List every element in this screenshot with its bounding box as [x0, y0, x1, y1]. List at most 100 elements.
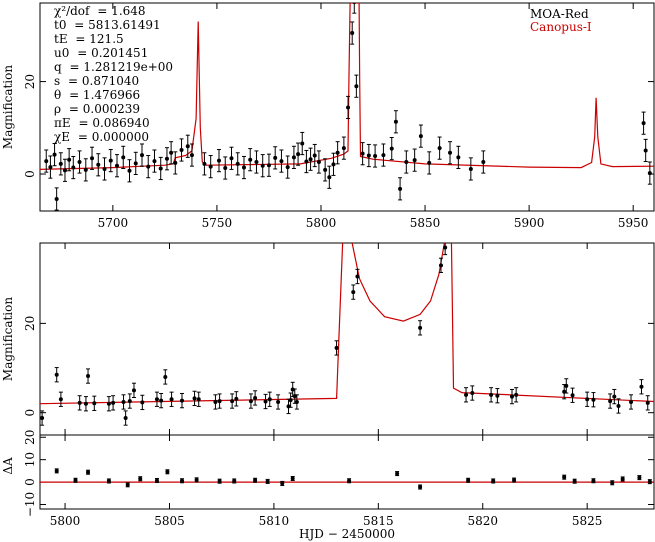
middle-data-point	[54, 367, 59, 383]
middle-data-point	[263, 393, 268, 410]
middle-data-point	[163, 369, 168, 385]
top-data-point	[223, 156, 228, 180]
top-data-point	[312, 143, 317, 168]
residual-x-tick-label: 5825	[572, 514, 603, 528]
top-data-point	[127, 159, 132, 183]
residual-x-tick-label: 5800	[50, 514, 81, 528]
middle-data-point	[355, 268, 360, 285]
top-data-point	[350, 21, 355, 45]
residual-data-point	[194, 477, 199, 483]
top-data-point	[121, 145, 126, 169]
residual-data-point	[106, 478, 111, 484]
residual-data-point	[253, 477, 258, 483]
residual-data-point	[610, 480, 615, 486]
top-data-point	[77, 150, 82, 174]
top-data-point	[254, 150, 259, 174]
middle-data-point	[645, 395, 650, 411]
param-chi2-value: = 1.648	[97, 4, 145, 18]
middle-data-point	[234, 391, 239, 407]
top-y-tick-label: 20	[23, 74, 37, 89]
param-s-name: s	[54, 74, 60, 88]
residual-data-point	[165, 469, 170, 475]
residual-data-point	[280, 480, 285, 486]
top-data-point	[216, 149, 221, 173]
top-data-point	[327, 165, 332, 189]
top-y-axis-label: Magnification	[1, 65, 15, 149]
top-x-tick-label: 5850	[410, 216, 441, 230]
residual-data-point	[637, 475, 642, 481]
middle-y-tick-label: 0	[23, 409, 37, 417]
residual-panel-ticks: −10 0 10 20 5800 5805 5810 5815 5820 5825	[23, 430, 654, 528]
param-pie: πE = 0.086940	[54, 116, 150, 130]
residual-data-point	[290, 475, 295, 482]
top-data-point	[248, 148, 253, 172]
param-s-value: = 0.871040	[68, 74, 139, 88]
middle-data-point	[292, 388, 297, 404]
middle-panel-frame	[39, 242, 655, 436]
residual-data-point	[180, 478, 185, 484]
param-te-name: tE	[54, 32, 68, 46]
top-data-point	[468, 157, 473, 181]
top-data-point	[341, 136, 346, 160]
residual-data-point	[562, 474, 567, 480]
top-data-point	[229, 146, 234, 170]
top-data-point	[393, 110, 398, 134]
top-data-point	[389, 137, 394, 161]
param-q-name: q	[54, 60, 62, 74]
residual-x-tick-label: 5820	[467, 514, 498, 528]
top-data-point	[158, 156, 163, 181]
top-data-point	[360, 142, 365, 166]
residual-data-point	[232, 478, 237, 484]
residual-panel-plot	[40, 468, 654, 490]
middle-data-point	[591, 392, 596, 408]
top-data-point	[373, 144, 378, 168]
residual-y-tick-label: 0	[23, 478, 37, 486]
middle-data-point	[570, 387, 575, 403]
middle-data-point	[616, 398, 621, 414]
top-data-point	[96, 153, 101, 177]
param-chie-value: = 0.000000	[78, 130, 149, 144]
residual-x-tick-label: 5805	[154, 514, 185, 528]
top-data-point	[71, 155, 76, 180]
top-data-point	[102, 157, 107, 181]
middle-data-point	[192, 390, 197, 407]
top-data-point	[48, 155, 53, 179]
param-theta: θ = 1.476966	[54, 88, 140, 102]
residual-data-point	[395, 471, 400, 477]
residual-data-point	[647, 479, 652, 485]
top-data-point	[323, 158, 328, 182]
middle-data-point	[159, 392, 164, 409]
top-data-point	[139, 143, 144, 167]
middle-data-point	[154, 391, 159, 407]
top-data-point	[62, 158, 67, 182]
param-rho-name: ρ	[54, 102, 61, 116]
middle-data-point	[123, 410, 128, 426]
top-data-point	[481, 150, 486, 174]
top-data-point	[418, 124, 423, 148]
residual-data-point	[217, 478, 222, 484]
top-data-point	[448, 141, 453, 165]
top-data-point	[296, 142, 301, 166]
middle-data-point	[267, 391, 272, 407]
residual-data-point	[265, 478, 270, 484]
top-x-tick-label: 5950	[618, 216, 649, 230]
top-x-tick-label: 5700	[98, 216, 129, 230]
middle-data-point	[83, 396, 88, 412]
middle-data-point	[334, 340, 339, 356]
middle-y-axis-label: Magnification	[1, 297, 15, 381]
top-panel-ticks: 0 20 5700 5750 5800 5850 5900 5950	[23, 3, 654, 230]
top-data-point	[164, 147, 169, 171]
middle-data-point	[612, 388, 617, 405]
residual-data-point	[154, 478, 159, 484]
top-data-point	[169, 141, 174, 165]
top-data-point	[179, 138, 184, 162]
param-theta-value: = 1.476966	[69, 88, 140, 102]
middle-y-tick-label: 20	[23, 316, 37, 331]
middle-data-point	[564, 378, 569, 394]
top-data-point	[44, 149, 49, 173]
param-pie-value: = 0.086940	[78, 116, 149, 130]
top-data-point	[643, 138, 648, 163]
residual-data-point	[512, 477, 517, 483]
param-chi2-name: χ²/dof	[54, 4, 91, 18]
param-t0-name: t0	[54, 18, 66, 32]
